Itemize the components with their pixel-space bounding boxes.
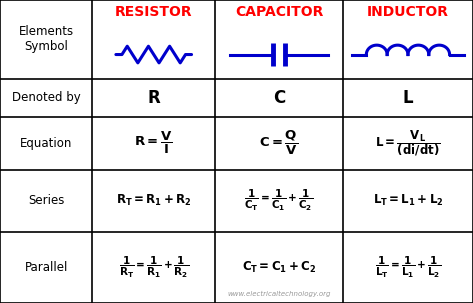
Text: $\mathbf{R = \dfrac{V}{I}}$: $\mathbf{R = \dfrac{V}{I}}$ [134, 130, 173, 156]
Text: C: C [273, 89, 285, 107]
Text: L: L [403, 89, 413, 107]
Text: $\mathbf{C = \dfrac{Q}{V}}$: $\mathbf{C = \dfrac{Q}{V}}$ [260, 129, 298, 157]
Text: RESISTOR: RESISTOR [115, 5, 193, 19]
Text: $\mathbf{\dfrac{1}{R_T} = \dfrac{1}{R_1} + \dfrac{1}{R_2}}$: $\mathbf{\dfrac{1}{R_T} = \dfrac{1}{R_1}… [119, 255, 189, 280]
Text: Denoted by: Denoted by [12, 91, 80, 104]
Text: $\mathbf{L = \dfrac{V_L}{(di/dt)}}$: $\mathbf{L = \dfrac{V_L}{(di/dt)}}$ [375, 128, 441, 158]
Text: CAPACITOR: CAPACITOR [235, 5, 323, 19]
Text: $\mathbf{R_T = R_1 + R_2}$: $\mathbf{R_T = R_1 + R_2}$ [116, 193, 192, 208]
Text: $\mathbf{L_T = L_1 + L_2}$: $\mathbf{L_T = L_1 + L_2}$ [373, 193, 443, 208]
Text: R: R [148, 89, 160, 107]
Text: Elements
Symbol: Elements Symbol [18, 25, 74, 53]
Text: $\mathbf{\dfrac{1}{C_T} = \dfrac{1}{C_1} + \dfrac{1}{C_2}}$: $\mathbf{\dfrac{1}{C_T} = \dfrac{1}{C_1}… [245, 188, 314, 213]
Text: Equation: Equation [20, 137, 72, 150]
Text: $\mathbf{C_T = C_1 + C_2}$: $\mathbf{C_T = C_1 + C_2}$ [242, 260, 316, 275]
Text: INDUCTOR: INDUCTOR [367, 5, 449, 19]
Text: $\mathbf{\dfrac{1}{L_T} = \dfrac{1}{L_1} + \dfrac{1}{L_2}}$: $\mathbf{\dfrac{1}{L_T} = \dfrac{1}{L_1}… [375, 255, 441, 280]
Text: Parallel: Parallel [25, 261, 68, 274]
Text: Series: Series [28, 194, 64, 207]
Text: www.electricaltechnology.org: www.electricaltechnology.org [228, 291, 331, 297]
